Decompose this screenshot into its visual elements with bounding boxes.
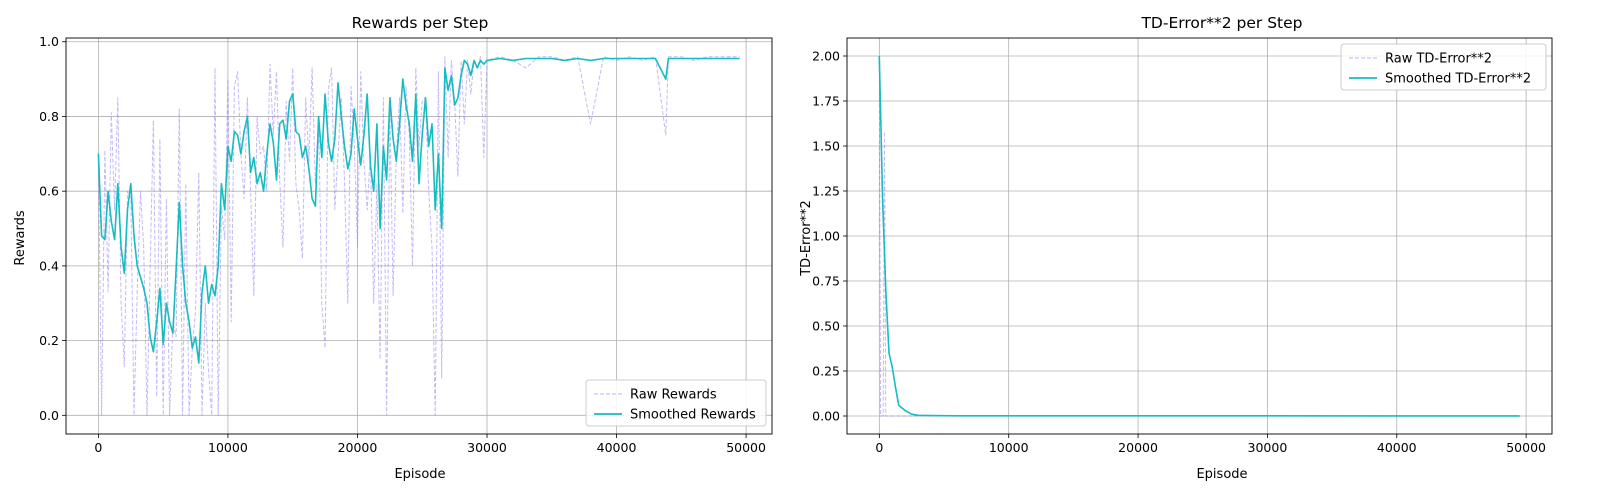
x-tick-label: 40000 <box>597 440 637 455</box>
raw-series-line <box>97 56 740 416</box>
y-tick-label: 0.25 <box>812 364 840 379</box>
x-axis-label: Episode <box>394 467 445 482</box>
plot-area <box>878 55 1520 417</box>
y-tick-label: 0.50 <box>812 319 840 334</box>
x-tick-label: 30000 <box>467 440 507 455</box>
x-tick-label: 20000 <box>1118 440 1158 455</box>
smoothed-series-line <box>97 57 740 364</box>
x-tick-label: 10000 <box>208 440 248 455</box>
x-tick-label: 50000 <box>726 440 766 455</box>
y-tick-label: 0.2 <box>39 333 59 348</box>
legend-label: Smoothed Rewards <box>630 408 756 423</box>
y-axis-label: TD-Error**2 <box>799 200 814 277</box>
chart-title: Rewards per Step <box>352 14 489 32</box>
td-error-chart: TD-Error**2 per Step Episode TD-Error**2… <box>799 14 1553 482</box>
rewards-chart: Rewards per Step Episode Rewards 0 10000 2… <box>13 14 773 482</box>
x-axis-label: Episode <box>1196 467 1247 482</box>
x-tick-label: 0 <box>94 440 102 455</box>
x-tick-label: 0 <box>875 440 883 455</box>
legend-label: Smoothed TD-Error**2 <box>1385 72 1531 87</box>
plot-area <box>97 56 740 416</box>
x-tick-label: 20000 <box>338 440 378 455</box>
y-tick-label: 2.00 <box>812 49 840 64</box>
y-tick-label: 0.6 <box>39 184 59 199</box>
legend-box <box>585 379 767 427</box>
smoothed-series-line <box>878 55 1520 417</box>
legend: Raw Rewards Smoothed Rewards <box>585 379 767 427</box>
x-tick-label: 10000 <box>989 440 1029 455</box>
y-tick-label: 0.8 <box>39 109 59 124</box>
axes-frame <box>846 37 1553 435</box>
legend-box <box>1340 43 1547 91</box>
x-tick-label: 50000 <box>1506 440 1546 455</box>
chart-title: TD-Error**2 per Step <box>1140 14 1302 32</box>
y-tick-label: 1.50 <box>812 139 840 154</box>
y-tick-label: 1.75 <box>812 94 840 109</box>
legend-label: Raw Rewards <box>630 388 717 403</box>
y-tick-label: 1.00 <box>812 229 840 244</box>
legend: Raw TD-Error**2 Smoothed TD-Error**2 <box>1340 43 1547 91</box>
y-axis-label: Rewards <box>13 210 28 265</box>
y-tick-label: 0.00 <box>812 409 840 424</box>
y-tick-label: 1.0 <box>39 34 59 49</box>
legend-label: Raw TD-Error**2 <box>1385 52 1492 67</box>
axes-frame <box>65 37 773 435</box>
y-tick-label: 0.4 <box>39 258 59 273</box>
y-tick-label: 0.0 <box>39 408 59 423</box>
x-tick-label: 30000 <box>1248 440 1288 455</box>
y-tick-label: 0.75 <box>812 274 840 289</box>
x-tick-label: 40000 <box>1377 440 1417 455</box>
y-tick-label: 1.25 <box>812 184 840 199</box>
